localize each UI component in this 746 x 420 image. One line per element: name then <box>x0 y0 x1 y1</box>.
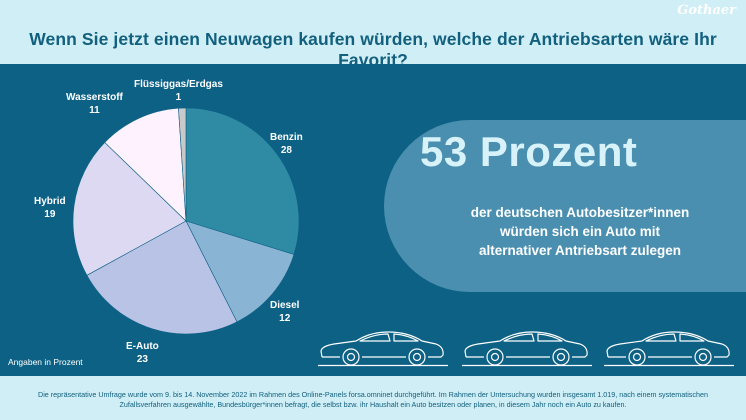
pie-slice-wasserstoff <box>104 107 187 222</box>
pie-slice-benzin <box>185 107 300 255</box>
slice-label-hybrid: Hybrid 19 <box>34 196 66 220</box>
callout-text: der deutschen Autobesitzer*innen würden … <box>430 203 730 260</box>
brand-logo: Gothaer <box>677 3 736 18</box>
slice-label-fluessiggas: Flüssiggas/Erdgas 1 <box>134 79 223 103</box>
header-bar: Gothaer Wenn Sie jetzt einen Neuwagen ka… <box>0 0 746 70</box>
pie-slice-fl-ssiggas-erdgas <box>178 107 187 222</box>
slice-label-diesel: Diesel 12 <box>270 300 300 324</box>
callout-headline: 53 Prozent <box>420 128 638 175</box>
pie-slice-diesel <box>185 220 295 323</box>
slice-label-e-auto: E-Auto 23 <box>126 341 159 365</box>
car-icon <box>318 331 448 367</box>
survey-footnote: Die repräsentative Umfrage wurde vom 9. … <box>38 390 708 409</box>
pie-slice-hybrid <box>72 142 187 276</box>
car-icon <box>462 331 592 367</box>
unit-note: Angaben in Prozent <box>8 357 83 367</box>
pie-slice-e-auto <box>86 220 238 335</box>
slice-label-wasserstoff: Wasserstoff 11 <box>66 92 123 116</box>
slice-label-benzin: Benzin 28 <box>270 132 303 156</box>
footer-bar: Die repräsentative Umfrage wurde vom 9. … <box>0 376 746 420</box>
callout-line-2: würden sich ein Auto mit <box>499 224 660 239</box>
car-icon <box>604 331 734 367</box>
pie-chart <box>72 107 300 335</box>
callout-line-3: alternativer Antriebsart zulegen <box>478 243 682 258</box>
callout-box <box>384 120 746 292</box>
callout-line-1: der deutschen Autobesitzer*innen <box>470 205 690 220</box>
